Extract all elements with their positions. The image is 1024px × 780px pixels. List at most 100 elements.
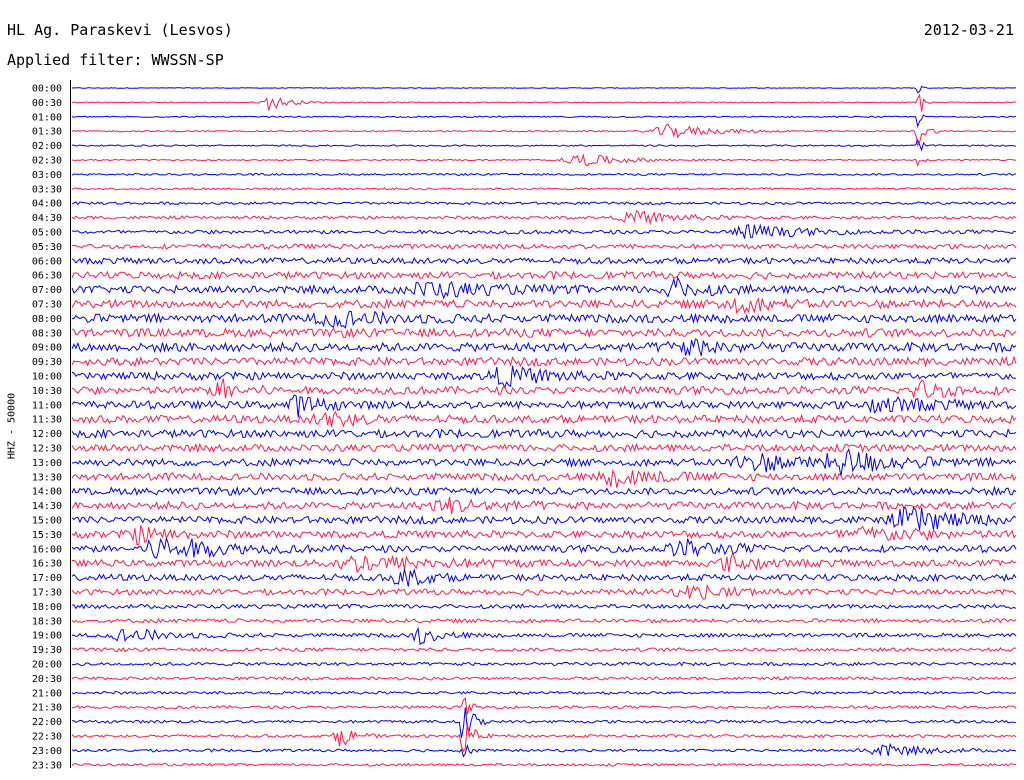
tick-label: 16:00 — [32, 544, 62, 555]
seismic-trace-1230 — [71, 442, 1017, 454]
seismic-trace-1430 — [71, 496, 1017, 515]
seismic-trace-1400 — [71, 485, 1017, 497]
tick-label: 06:00 — [32, 256, 62, 267]
tick-label: 18:30 — [32, 616, 62, 627]
seismic-trace-1600 — [71, 537, 1017, 559]
seismic-trace-1900 — [71, 626, 1017, 646]
tick-label: 20:00 — [32, 660, 62, 671]
seismic-trace-1530 — [71, 525, 1017, 546]
seismic-trace-2030 — [71, 675, 1017, 681]
tick-label: 10:30 — [32, 386, 62, 397]
seismic-trace-0530 — [71, 243, 1017, 250]
seismic-trace-1930 — [71, 646, 1017, 653]
tick-label: 17:30 — [32, 588, 62, 599]
seismic-trace-1830 — [71, 617, 1017, 624]
seismic-trace-0330 — [71, 187, 1016, 191]
tick-label: 21:30 — [32, 703, 62, 714]
tick-label: 06:30 — [32, 271, 62, 282]
tick-label: 09:00 — [32, 343, 62, 354]
seismic-trace-2130 — [71, 696, 1017, 715]
tick-label: 08:00 — [32, 314, 62, 325]
tick-label: 11:00 — [32, 400, 62, 411]
station-title: HL Ag. Paraskevi (Lesvos) — [7, 21, 233, 39]
seismic-trace-0700 — [71, 276, 1017, 300]
tick-label: 11:30 — [32, 415, 62, 426]
trace-group — [71, 85, 1017, 767]
tick-label: 00:30 — [32, 98, 62, 109]
seismic-trace-1730 — [71, 583, 1017, 600]
seismic-trace-0400 — [71, 201, 1017, 206]
seismic-trace-1130 — [71, 410, 1017, 428]
seismic-trace-1300 — [71, 447, 1017, 477]
seismic-trace-2300 — [71, 742, 1017, 758]
seismic-trace-1200 — [71, 428, 1017, 440]
seismic-trace-0600 — [71, 256, 1016, 266]
tick-label: 23:00 — [32, 746, 62, 757]
seismic-trace-1030 — [71, 378, 1017, 399]
tick-label: 14:30 — [32, 501, 62, 512]
seismic-trace-0130 — [71, 123, 1017, 148]
tick-label: 00:00 — [32, 84, 62, 95]
tick-label: 12:00 — [32, 429, 62, 440]
tick-label: 04:30 — [32, 213, 62, 224]
tick-label: 10:00 — [32, 372, 62, 383]
seismic-trace-0000 — [71, 85, 1016, 94]
tick-label: 07:30 — [32, 300, 62, 311]
seismic-trace-0900 — [71, 338, 1017, 356]
tick-label: 21:00 — [32, 688, 62, 699]
seismic-trace-2200 — [72, 707, 1017, 738]
tick-label: 23:30 — [32, 760, 62, 771]
seismic-trace-0200 — [71, 138, 1017, 152]
seismic-trace-1330 — [71, 468, 1017, 488]
tick-label: 15:00 — [32, 516, 62, 527]
tick-label: 05:30 — [32, 242, 62, 253]
seismic-trace-0730 — [71, 297, 1017, 315]
seismic-trace-1100 — [71, 394, 1017, 418]
seismic-trace-1700 — [71, 567, 1017, 587]
filter-subtitle: Applied filter: WWSSN-SP — [7, 51, 224, 69]
seismic-trace-1800 — [72, 603, 1017, 610]
seismic-trace-0230 — [71, 153, 1017, 167]
seismic-trace-0430 — [71, 209, 1017, 226]
tick-label: 15:30 — [32, 530, 62, 541]
seismic-trace-0100 — [71, 114, 1017, 129]
seismic-trace-1630 — [71, 551, 1017, 574]
tick-label: 20:30 — [32, 674, 62, 685]
seismic-trace-0630 — [71, 270, 1017, 282]
seismic-trace-2000 — [71, 661, 1017, 667]
tick-label: 04:00 — [32, 199, 62, 210]
record-date: 2012-03-21 — [923, 21, 1014, 39]
seismic-trace-0030 — [71, 93, 1017, 112]
seismic-trace-1500 — [71, 506, 1017, 531]
seismic-trace-0500 — [71, 223, 1017, 239]
tick-label-group: 00:00 00:30 01:00 01:30 02:00 02:30 03:00 03:30… — [32, 84, 62, 772]
tick-label: 13:00 — [32, 458, 62, 469]
seismic-trace-0830 — [71, 327, 1017, 339]
tick-label: 01:00 — [32, 112, 62, 123]
tick-label: 18:00 — [32, 602, 62, 613]
tick-label: 01:30 — [32, 127, 62, 138]
tick-label: 19:30 — [32, 645, 62, 656]
tick-label: 17:00 — [32, 573, 62, 584]
tick-label: 14:00 — [32, 487, 62, 498]
seismic-trace-0300 — [71, 172, 1017, 177]
tick-label: 22:30 — [32, 732, 62, 743]
tick-label: 05:00 — [32, 228, 62, 239]
seismic-trace-2100 — [71, 690, 1017, 695]
seismic-trace-0930 — [71, 355, 1017, 368]
tick-label: 08:30 — [32, 328, 62, 339]
tick-label: 19:00 — [32, 631, 62, 642]
seismic-trace-0800 — [71, 310, 1017, 329]
seismic-trace-2230 — [71, 722, 1017, 753]
tick-label: 22:00 — [32, 717, 62, 728]
tick-label: 16:30 — [32, 559, 62, 570]
tick-label: 03:00 — [32, 170, 62, 181]
tick-label: 09:30 — [32, 357, 62, 368]
seismic-trace-2330 — [71, 762, 1017, 767]
tick-label: 07:00 — [32, 285, 62, 296]
tick-label: 02:00 — [32, 141, 62, 152]
tick-label: 02:30 — [32, 156, 62, 167]
tick-label: 03:30 — [32, 184, 62, 195]
tick-label: 13:30 — [32, 472, 62, 483]
